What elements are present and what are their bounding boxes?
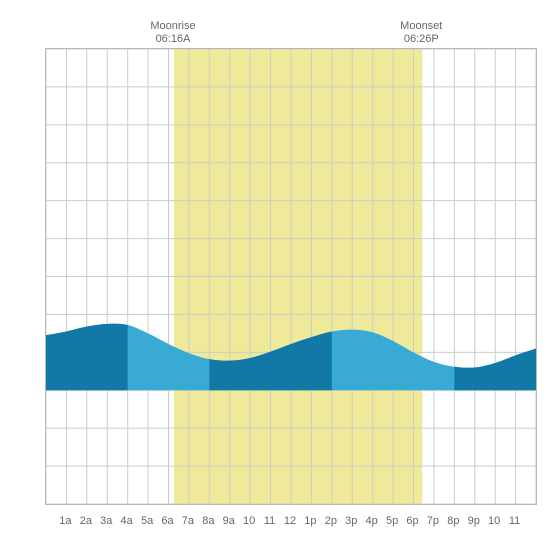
x-tick-label: 8p: [447, 515, 459, 527]
x-tick-label: 9p: [468, 515, 480, 527]
x-tick-label: 2a: [80, 515, 92, 527]
x-tick-label: 1p: [304, 515, 316, 527]
x-tick-label: 3p: [345, 515, 357, 527]
x-tick-label: 11: [509, 515, 520, 527]
top-annotations: Moonrise 06:16A Moonset 06:26P: [45, 20, 535, 48]
moonset-label: Moonset: [400, 20, 442, 33]
x-tick-label: 3a: [100, 515, 112, 527]
x-tick-label: 8a: [202, 515, 214, 527]
x-tick-label: 11: [264, 515, 275, 527]
x-tick-label: 7a: [182, 515, 194, 527]
x-tick-label: 12: [284, 515, 296, 527]
x-tick-label: 10: [243, 515, 255, 527]
moonrise-annotation: Moonrise 06:16A: [150, 20, 195, 46]
plot-area: -3-2-10123456789: [45, 48, 537, 505]
x-axis-ticks: 1a 2a 3a 4a 5a 6a 7a 8a 9a 10 11 12 1p 2p 3p 4p 5p 6p 7p 8p…: [45, 515, 535, 531]
x-tick-label: 6a: [161, 515, 173, 527]
moonset-annotation: Moonset 06:26P: [400, 20, 442, 46]
x-tick-label: 10: [488, 515, 500, 527]
x-tick-label: 4a: [121, 515, 133, 527]
x-tick-label: 4p: [366, 515, 378, 527]
tide-chart: Moonrise 06:16A Moonset 06:26P -3-2-1012…: [10, 20, 540, 531]
moonset-time: 06:26P: [400, 33, 442, 46]
x-tick-label: 5a: [141, 515, 153, 527]
x-tick-label: 9a: [223, 515, 235, 527]
y-axis-ticks: -3-2-10123456789: [46, 49, 536, 504]
x-tick-label: 5p: [386, 515, 398, 527]
moonrise-label: Moonrise: [150, 20, 195, 33]
moonrise-time: 06:16A: [150, 33, 195, 46]
x-tick-label: 1a: [59, 515, 71, 527]
x-tick-label: 2p: [325, 515, 337, 527]
x-tick-label: 6p: [406, 515, 418, 527]
x-tick-label: 7p: [427, 515, 439, 527]
